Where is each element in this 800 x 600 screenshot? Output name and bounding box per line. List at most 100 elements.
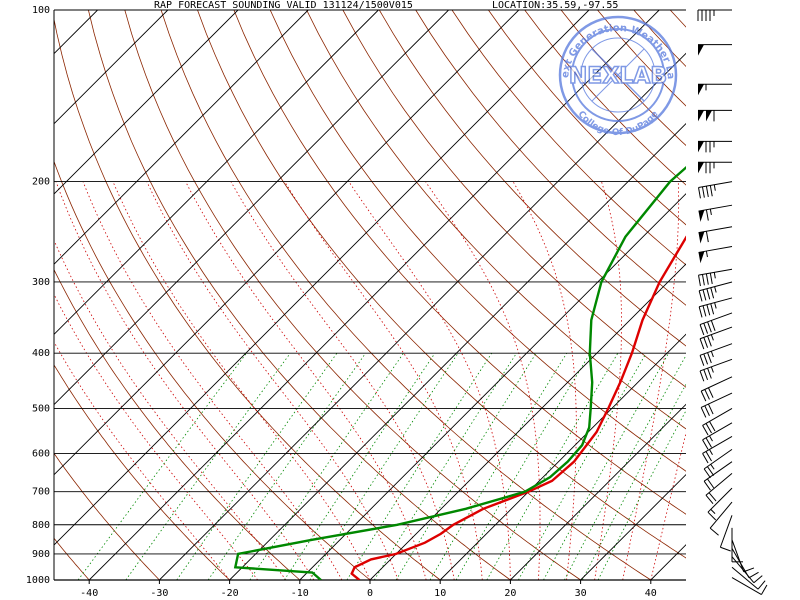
- mixing-ratio-line: [207, 352, 366, 580]
- wind-barb: [700, 376, 733, 402]
- isotherm: [54, 10, 239, 195]
- dry-adiabat: [54, 452, 160, 580]
- pressure-tick-label: 500: [32, 403, 50, 414]
- isotherm: [299, 193, 686, 580]
- wind-barbs: [697, 9, 768, 595]
- chart-title: RAP FORECAST SOUNDING VALID 131124/1500V…: [154, 0, 413, 11]
- mixing-ratio-line: [486, 352, 619, 580]
- isotherm: [88, 10, 660, 580]
- wind-barb: [699, 326, 733, 350]
- dewpoint-profile: [233, 165, 686, 580]
- dry-adiabat: [269, 10, 686, 472]
- dry-adiabat: [54, 160, 371, 580]
- moist-adiabat: [622, 181, 680, 580]
- wind-barb: [698, 281, 733, 302]
- chart-location: LOCATION:35.59,-97.55: [492, 0, 618, 11]
- dry-adiabat: [160, 10, 652, 580]
- mixing-ratio-line: [429, 352, 568, 580]
- wind-barb: [702, 407, 733, 436]
- isotherm: [54, 10, 379, 336]
- moist-adiabat: [112, 181, 371, 580]
- pressure-tick-label: 800: [32, 520, 50, 531]
- moist-adiabat: [512, 181, 577, 580]
- pressure-tick-label: 600: [32, 449, 50, 460]
- wind-barb: [702, 422, 733, 450]
- isotherm: [439, 333, 686, 580]
- temperature-tick-label: -20: [221, 588, 239, 599]
- mixing-ratio-line: [125, 352, 291, 580]
- temperature-tick-label: -30: [150, 588, 168, 599]
- mixing-ratio-line: [373, 352, 517, 580]
- dry-adiabat: [743, 10, 800, 580]
- wind-barb: [697, 9, 732, 21]
- pressure-tick-labels: 100 200 300 400 500 600 700 800 900 1000: [26, 5, 50, 586]
- dry-adiabat: [54, 364, 230, 580]
- wind-barb: [698, 83, 732, 96]
- moist-adiabat: [54, 293, 259, 580]
- wind-barb: [700, 392, 733, 418]
- dry-adiabat: [54, 268, 301, 580]
- skewed-isotherms: [0, 10, 686, 580]
- wind-barb: [699, 358, 733, 382]
- wind-barb: [698, 226, 733, 244]
- wind-barb: [698, 44, 732, 56]
- wind-barb: [698, 204, 733, 222]
- wind-barb: [698, 297, 733, 318]
- moist-adiabat: [425, 181, 541, 580]
- isotherm: [54, 10, 169, 125]
- pressure-tick-label: 100: [32, 5, 50, 16]
- wind-barb: [699, 312, 733, 336]
- moist-adiabat: [650, 431, 686, 580]
- wind-barb: [731, 548, 759, 579]
- pressure-tick-label: 700: [32, 487, 50, 498]
- wind-barb: [702, 436, 733, 464]
- mixing-ratio-line: [597, 409, 686, 580]
- isotherm: [54, 10, 309, 265]
- dry-adiabat: [524, 10, 686, 186]
- temperature-tick-label: 10: [434, 588, 446, 599]
- moist-adiabat: [55, 181, 315, 580]
- isotherm: [229, 122, 686, 580]
- dry-adiabat: [233, 10, 686, 515]
- pressure-tick-label: 200: [32, 177, 50, 188]
- isotherm: [54, 10, 590, 546]
- isotherm: [54, 10, 520, 476]
- dry-adiabat: [707, 10, 800, 580]
- wind-barb: [703, 448, 733, 479]
- wind-barb: [731, 556, 763, 584]
- isotherm: [54, 10, 449, 406]
- mixing-ratio-line: [176, 352, 338, 580]
- wind-barb: [707, 487, 733, 521]
- mixing-ratio-line: [77, 352, 247, 580]
- wind-barb: [731, 577, 768, 595]
- pressure-tick-label: 1000: [26, 575, 50, 586]
- moist-adiabat: [284, 181, 483, 580]
- dry-adiabat: [451, 10, 686, 266]
- pressure-tick-label: 900: [32, 549, 50, 560]
- dry-adiabat: [669, 10, 686, 28]
- moist-adiabat: [230, 181, 455, 580]
- wind-barb: [731, 527, 743, 563]
- moist-adiabat: [54, 239, 287, 580]
- isotherm: [0, 10, 27, 580]
- wind-barb: [703, 461, 733, 491]
- dry-adiabat: [124, 10, 581, 580]
- pressure-tick-label: 300: [32, 277, 50, 288]
- moist-adiabat: [82, 181, 343, 580]
- temperature-tick-label: 30: [575, 588, 587, 599]
- mixing-ratio-line: [564, 354, 686, 580]
- pressure-tick-label: 400: [32, 348, 50, 359]
- wind-barb: [698, 161, 732, 174]
- dry-adiabat: [342, 10, 686, 388]
- wind-barb: [698, 246, 733, 264]
- wind-barb: [698, 140, 732, 153]
- dry-adiabat: [88, 10, 511, 580]
- temperature-profile: [350, 235, 686, 580]
- moist-adiabat: [594, 181, 622, 580]
- wind-barb: [705, 472, 733, 504]
- logo-wordmark: NEXLAB: [569, 64, 667, 89]
- wind-barb: [699, 343, 733, 366]
- dry-adiabat: [597, 10, 686, 107]
- temperature-tick-labels: -40 -30 -20 -10 0 10 20 30 40: [80, 580, 657, 599]
- wind-barb: [698, 268, 733, 287]
